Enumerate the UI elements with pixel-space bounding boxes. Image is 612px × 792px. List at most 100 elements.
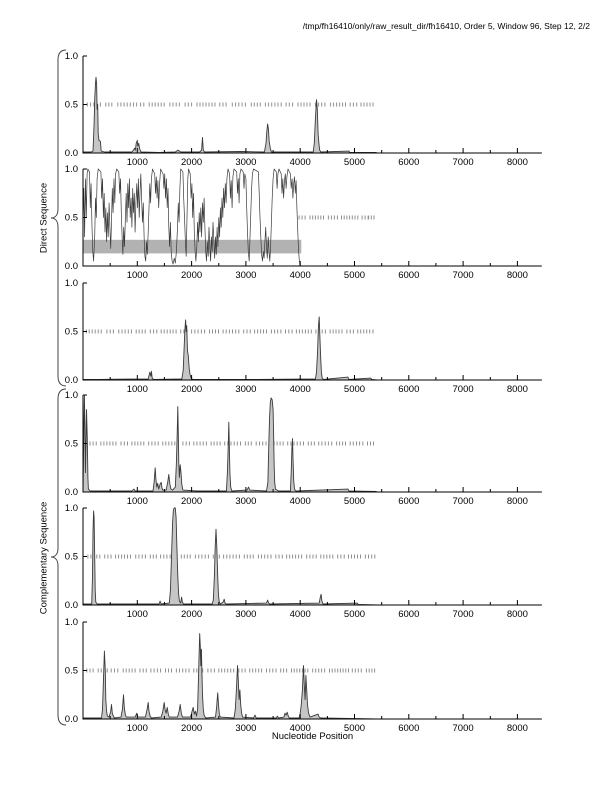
y-tick-label: 0.5 bbox=[65, 100, 78, 111]
y-tick-label: 1.0 bbox=[65, 390, 78, 401]
x-tick-label: 7000 bbox=[453, 384, 474, 395]
x-tick-label: 2000 bbox=[181, 496, 202, 507]
panel-complementary-frame-2: 1.0 0.5 0.0 1000 2000 3000 4000 5000 6000 7000 800… bbox=[65, 503, 542, 620]
y-tick-label: 0.0 bbox=[65, 487, 78, 498]
probability-curve-fill bbox=[83, 316, 542, 380]
probability-curve bbox=[83, 316, 542, 381]
y-tick-label: 0.5 bbox=[65, 213, 78, 224]
x-tick-label: 2000 bbox=[181, 609, 202, 620]
x-tick-label: 2000 bbox=[181, 270, 202, 281]
probability-curve-fill bbox=[83, 77, 542, 153]
x-tick-label: 2000 bbox=[181, 157, 202, 168]
panel-complementary-frame-1: 1.0 0.5 0.0 1000 2000 3000 4000 5000 6000 7000 800… bbox=[65, 390, 542, 507]
axis-frame bbox=[82, 56, 542, 154]
x-tick-label: 5000 bbox=[344, 723, 365, 734]
x-tick-label: 8000 bbox=[507, 609, 528, 620]
y-tick-label: 1.0 bbox=[65, 617, 78, 628]
x-tick-label: 8000 bbox=[507, 384, 528, 395]
x-tick-label: 4000 bbox=[290, 723, 311, 734]
x-tick-label: 6000 bbox=[398, 270, 419, 281]
x-tick-label: 5000 bbox=[344, 157, 365, 168]
x-tick-label: 6000 bbox=[398, 157, 419, 168]
half-level-markers bbox=[85, 329, 374, 334]
y-tick-label: 0.5 bbox=[65, 327, 78, 338]
x-tick-label: 5000 bbox=[344, 384, 365, 395]
y-tick-label: 0.0 bbox=[65, 600, 78, 611]
x-tick-label: 2000 bbox=[181, 384, 202, 395]
x-tick-label: 7000 bbox=[453, 270, 474, 281]
probability-curve-fill bbox=[83, 508, 542, 605]
y-tick-label: 1.0 bbox=[65, 164, 78, 175]
complementary-group-brace bbox=[50, 388, 67, 726]
panel-direct-frame-2: 1.0 0.5 0.0 1000 2000 3000 4000 5000 6000 7000 800… bbox=[65, 164, 542, 281]
x-tick-label: 5000 bbox=[344, 270, 365, 281]
direct-sequence-group-label: Direct Sequence bbox=[38, 182, 50, 254]
x-tick-label: 7000 bbox=[453, 496, 474, 507]
x-tick-label: 4000 bbox=[290, 270, 311, 281]
panel-complementary-frame-3: 1.0 0.5 0.0 1000 2000 3000 4000 5000 6000 7000 800… bbox=[65, 617, 542, 734]
x-tick-label: 3000 bbox=[235, 609, 256, 620]
coding-region-band bbox=[83, 239, 302, 254]
x-tick-label: 2000 bbox=[181, 723, 202, 734]
x-tick-label: 6000 bbox=[398, 609, 419, 620]
x-tick-label: 6000 bbox=[398, 496, 419, 507]
axis-ticks bbox=[83, 55, 518, 153]
x-tick-label: 6000 bbox=[398, 384, 419, 395]
half-level-markers bbox=[86, 441, 374, 446]
complementary-sequence-group-label: Complementary Sequence bbox=[38, 501, 50, 615]
axis-frame bbox=[82, 622, 542, 720]
probability-curve-fill bbox=[83, 633, 542, 719]
y-tick-label: 0.0 bbox=[65, 375, 78, 386]
x-tick-label: 4000 bbox=[290, 157, 311, 168]
plot-title: /tmp/fh16410/only/raw_result_dir/fh16410… bbox=[302, 21, 590, 31]
axis-ticks bbox=[83, 282, 518, 380]
axis-frame bbox=[82, 508, 542, 606]
axis-frame bbox=[82, 283, 542, 381]
x-tick-label: 7000 bbox=[453, 609, 474, 620]
x-axis-label: Nucleotide Position bbox=[271, 731, 354, 742]
x-tick-label: 3000 bbox=[235, 384, 256, 395]
y-tick-label: 0.5 bbox=[65, 552, 78, 563]
x-tick-label: 7000 bbox=[453, 723, 474, 734]
half-level-markers bbox=[86, 102, 374, 107]
x-tick-label: 1000 bbox=[127, 384, 148, 395]
x-tick-label: 4000 bbox=[290, 609, 311, 620]
x-tick-label: 3000 bbox=[235, 496, 256, 507]
axis-ticks bbox=[83, 507, 518, 605]
y-tick-label: 0.0 bbox=[65, 714, 78, 725]
x-tick-label: 3000 bbox=[235, 723, 256, 734]
half-level-markers bbox=[298, 215, 375, 220]
direct-group-brace bbox=[50, 49, 67, 387]
axis-ticks bbox=[83, 621, 518, 719]
x-tick-label: 1000 bbox=[127, 609, 148, 620]
y-tick-label: 1.0 bbox=[65, 51, 78, 62]
x-tick-label: 1000 bbox=[127, 270, 148, 281]
half-level-markers bbox=[87, 554, 376, 559]
y-tick-label: 0.5 bbox=[65, 439, 78, 450]
y-tick-label: 0.0 bbox=[65, 148, 78, 159]
panel-direct-frame-3: 1.0 0.5 0.0 1000 2000 3000 4000 5000 6000 7000 800… bbox=[65, 278, 542, 395]
axis-frame bbox=[82, 169, 542, 267]
x-tick-label: 1000 bbox=[127, 496, 148, 507]
x-tick-label: 4000 bbox=[290, 384, 311, 395]
x-tick-label: 3000 bbox=[235, 270, 256, 281]
x-tick-label: 8000 bbox=[507, 723, 528, 734]
x-tick-label: 8000 bbox=[507, 157, 528, 168]
x-tick-label: 5000 bbox=[344, 496, 365, 507]
x-tick-label: 5000 bbox=[344, 609, 365, 620]
x-tick-label: 3000 bbox=[235, 157, 256, 168]
axis-ticks bbox=[83, 168, 518, 266]
half-level-markers bbox=[86, 668, 376, 673]
probability-curve bbox=[82, 395, 542, 493]
x-tick-label: 8000 bbox=[507, 270, 528, 281]
y-tick-label: 1.0 bbox=[65, 503, 78, 514]
panel-direct-frame-1: 1.0 0.5 0.0 1000 2000 3000 4000 5000 6000 7000 800… bbox=[65, 51, 542, 168]
axis-ticks bbox=[83, 394, 518, 492]
probability-curve bbox=[83, 633, 542, 720]
y-tick-label: 1.0 bbox=[65, 278, 78, 289]
y-tick-label: 0.5 bbox=[65, 666, 78, 677]
probability-curve bbox=[82, 168, 301, 267]
x-tick-label: 4000 bbox=[290, 496, 311, 507]
